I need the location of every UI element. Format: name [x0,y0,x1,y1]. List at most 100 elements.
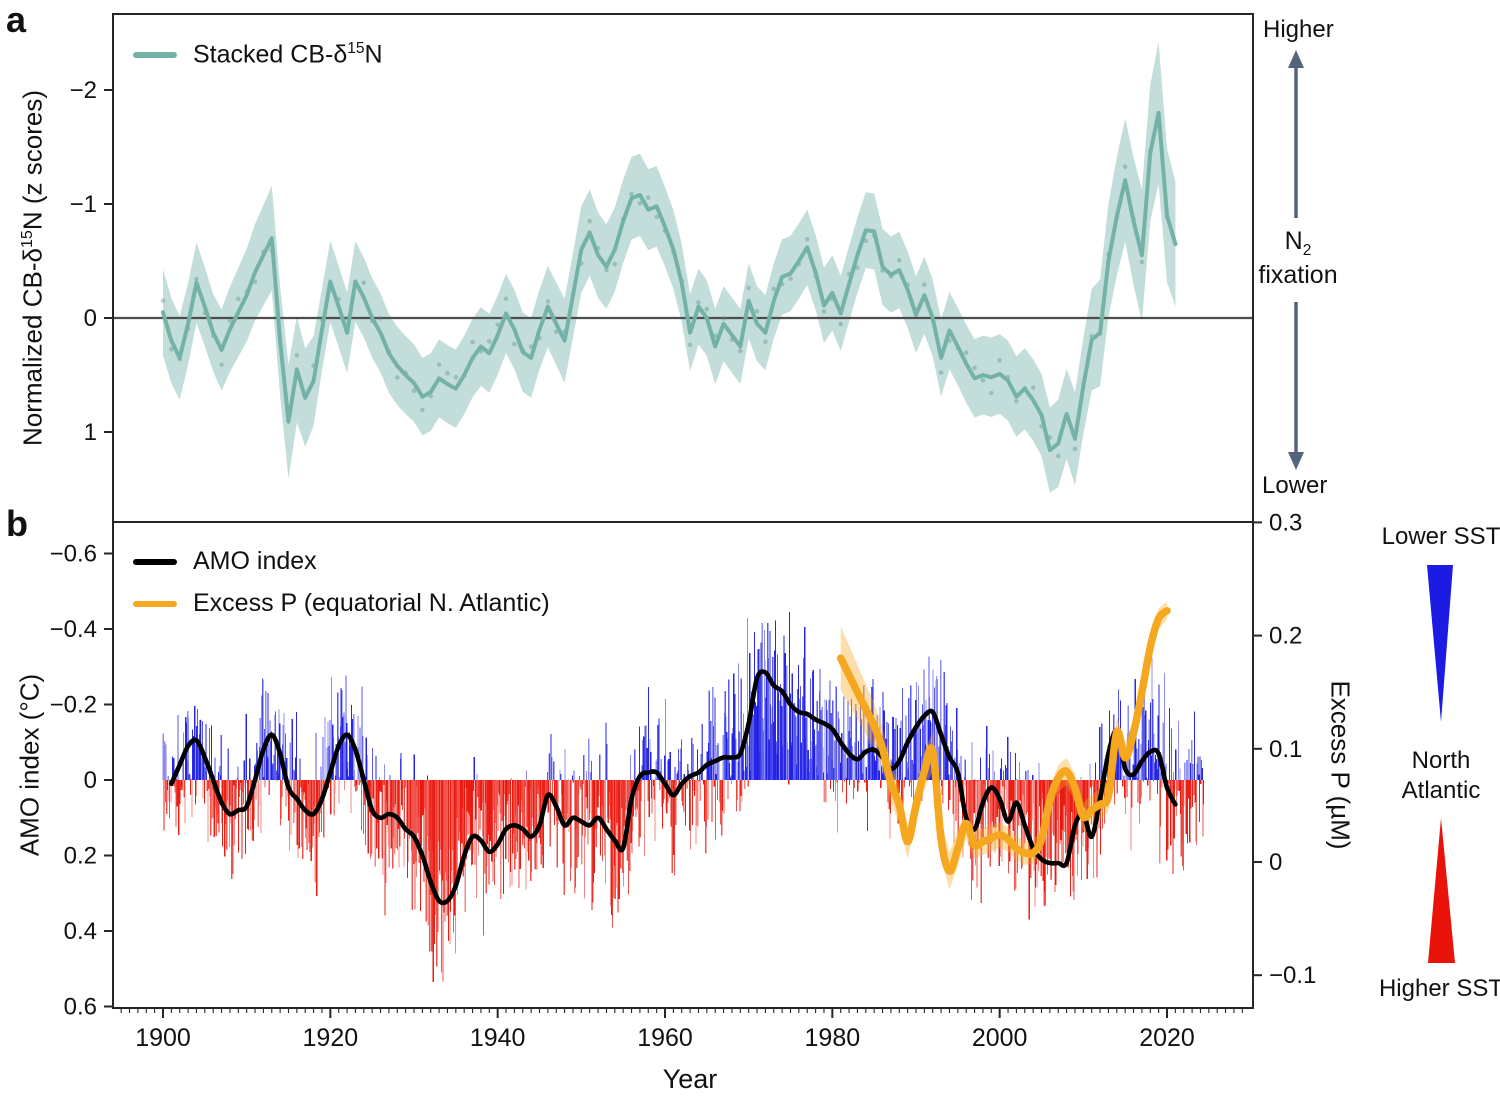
cb-d15n-data-dot [394,375,400,380]
tick-label: 1920 [303,1024,359,1052]
cb-d15n-data-dot [687,342,693,348]
panel-b-y-axis-title: AMO index (°C) [14,673,45,857]
cb-d15n-data-dot [194,276,199,282]
lower-sst-label: Lower SST [1381,523,1500,550]
cb-d15n-data-dot [721,316,726,321]
cb-d15n-data-dot [545,299,551,304]
amo-index-line [169,669,1178,906]
cb-d15n-data-dot [637,200,643,206]
higher-sst-triangle [1428,818,1455,963]
cb-d15n-data-dot [629,191,634,197]
cb-d15n-line [161,110,1178,453]
cb-d15n-data-dot [1030,385,1036,390]
tick-label: 1960 [637,1024,693,1052]
cb-d15n-data-dot [963,350,969,355]
cb-d15n-data-dot [503,296,509,302]
tick-label: −0.2 [50,692,97,719]
panel-a-letter: a [6,0,27,40]
cb-d15n-data-dot [1072,446,1078,452]
cb-d15n-data-dot [411,388,417,394]
cb-d15n-data-dot [294,352,300,358]
cb-d15n-data-dot [612,261,618,267]
cb-d15n-data-dot [788,276,793,281]
cb-d15n-data-dot [445,370,450,376]
tick-label: 1 [84,419,97,446]
cb-d15n-data-dot [1139,259,1145,265]
amo-legend-label: AMO index [193,547,317,575]
excess-p-line-swatch [133,600,177,607]
cb-d15n-data-dot [938,370,944,375]
higher-sst-label: Higher SST [1378,975,1500,1002]
cb-d15n-data-dot [645,195,651,200]
amo-legend-item: AMO index [133,547,317,576]
cb-d15n-data-dot [771,286,777,292]
cb-d15n-data-dot [169,346,174,352]
tick-label: −0.6 [50,541,97,568]
cb-d15n-data-dot [420,407,425,413]
n2-fixation-lower-label: Lower [1262,472,1328,499]
tick-label: −1 [70,191,97,218]
excess-p-line [836,606,1171,875]
panel-a-legend: Stacked CB-δ15N [133,40,383,69]
cb-d15n-data-dot [436,362,442,367]
tick-label: 2000 [972,1024,1028,1052]
cb-d15n-data-dot [453,375,459,380]
cb-d15n-data-dot [754,308,760,314]
excess-p-legend-item: Excess P (equatorial N. Atlantic) [133,589,550,618]
tick-label: −2 [70,77,97,104]
tick-label: 1980 [805,1024,861,1052]
excess-p-legend-label: Excess P (equatorial N. Atlantic) [193,589,550,617]
cb-d15n-data-dot [696,300,701,305]
cb-d15n-data-dot [378,316,383,321]
x-axis-title: Year [662,1064,718,1094]
cb-d15n-data-dot [236,296,241,302]
cb-d15n-data-dot [587,218,593,224]
cb-d15n-data-dot [763,339,768,344]
cb-d15n-data-dot [821,309,827,314]
cb-d15n-data-dot [738,348,743,354]
cb-d15n-data-dot [470,339,475,345]
tick-label: 2020 [1139,1024,1195,1052]
n2-down-arrow-head [1288,452,1304,470]
cb-d15n-data-dot [1055,453,1061,459]
tick-label: 0.1 [1269,736,1302,763]
tick-label: 0.2 [1269,623,1302,650]
amo-monthly-bars [164,780,1204,982]
cb-d15n-data-dot [604,267,609,273]
cb-d15n-data-dot [855,265,860,270]
cb-d15n-data-dot [1014,398,1019,404]
tick-label: 1900 [135,1024,191,1052]
tick-label: 0 [1269,849,1282,876]
cb-d15n-data-dot [512,341,517,347]
amo-line-swatch [133,558,177,565]
panel-a-y-axis-title: Normalized CB-δ15N (z scores) [17,89,48,447]
panel-b-border [112,521,1254,1009]
cb-d15n-data-dot [972,365,977,371]
cb-d15n-data-dot [487,338,492,344]
tick-label: −0.4 [50,616,97,643]
tick-label: 1940 [470,1024,526,1052]
cb-d15n-data-dot [922,282,927,287]
tick-label: 0.3 [1269,509,1302,536]
cb-d15n-uncertainty-band [163,42,1176,493]
cb-d15n-data-dot [704,306,710,312]
amo-monthly-bars [162,618,1198,780]
cb-d15n-data-dot [428,393,434,399]
panel-b-letter: b [6,503,28,544]
n2-up-arrow-head [1288,50,1304,68]
cb-d15n-data-dot [160,298,166,303]
cb-d15n-data-dot [804,236,810,242]
n2-fixation-higher-label: Higher [1263,16,1334,43]
cb-d15n-data-dot [495,322,500,327]
tick-label: 0 [84,305,97,332]
cb-d15n-data-dot [989,390,994,396]
cb-d15n-data-dot [997,357,1002,363]
stacked-cb-line-swatch [133,51,177,58]
cb-d15n-data-dot [654,214,659,220]
tick-label: 0.2 [64,843,97,870]
tick-label: 0 [84,767,97,794]
lower-sst-triangle [1427,565,1453,722]
cb-d15n-data-dot [219,362,224,368]
panel-b-plot-area [162,601,1205,983]
